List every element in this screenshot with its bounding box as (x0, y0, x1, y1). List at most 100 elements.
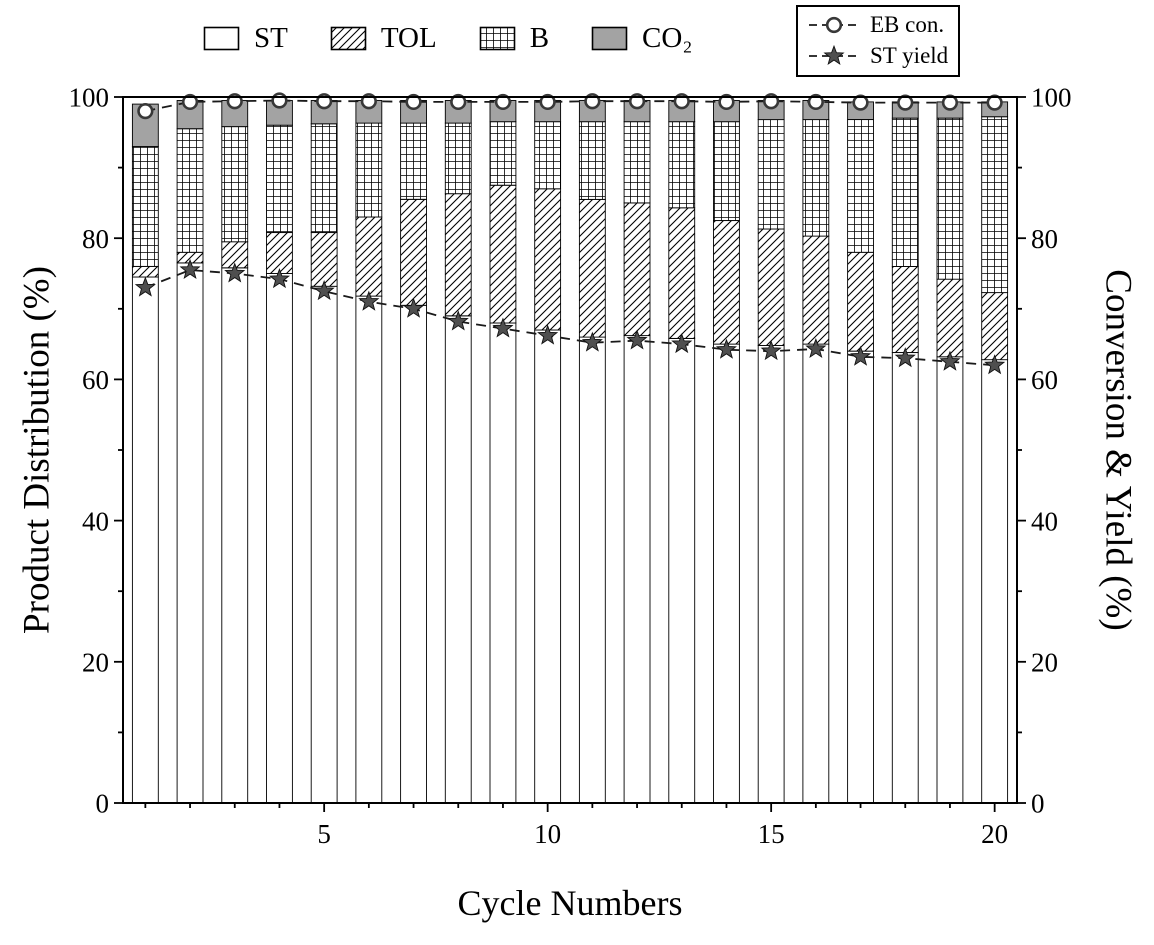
bars-group (131, 100, 1009, 804)
bar-segment (713, 220, 740, 345)
bar-segment (578, 198, 606, 338)
bar-cycle-2 (176, 100, 204, 804)
st-yield-marker (447, 310, 469, 331)
st-yield-marker (805, 337, 827, 359)
bar-cycle-10 (534, 100, 562, 804)
bar-segment (444, 122, 472, 195)
bar-cycle-12 (623, 100, 651, 804)
b-swatch-icon (479, 26, 516, 51)
bar-segment (891, 117, 919, 267)
bar-segment (757, 228, 785, 346)
bar-cycle-14 (713, 100, 740, 804)
bar-segment (400, 304, 427, 804)
bar-cycle-8 (444, 100, 472, 804)
bar-segment (802, 235, 830, 345)
y-left-tick-label: 40 (82, 506, 109, 536)
bar-segment (668, 121, 696, 209)
co2-swatch-icon (591, 26, 628, 51)
y-right-tick-label: 100 (1031, 83, 1072, 113)
x-axis-title: Cycle Numbers (457, 883, 683, 923)
x-tick-label: 15 (758, 819, 785, 849)
bar-segment (266, 273, 293, 804)
eb-con-marker (718, 93, 735, 111)
y-right-tick-label: 60 (1031, 365, 1058, 395)
bar-segment (310, 285, 338, 804)
bar-segment (578, 121, 606, 200)
bar-segment (936, 356, 964, 804)
bar-segment (310, 123, 338, 233)
legend-label-eb-con: EB con. (870, 12, 945, 37)
bar-segment (355, 295, 383, 804)
bar-segment (221, 126, 249, 243)
eb-con-marker (539, 93, 556, 111)
bar-segment (534, 121, 562, 190)
bar-cycle-20 (981, 101, 1009, 804)
lines-group (134, 92, 1006, 375)
bar-cycle-17 (847, 101, 874, 804)
y-left-tick-label: 80 (82, 224, 109, 254)
bar-segment (757, 119, 785, 230)
bar-segment (936, 278, 964, 358)
bar-segment (668, 338, 696, 804)
bar-segment (444, 193, 472, 317)
bar-segment (623, 202, 651, 337)
st-yield-marker (715, 338, 737, 359)
bar-segment (444, 315, 472, 804)
bar-cycle-19 (936, 101, 964, 804)
st-yield-marker (894, 347, 916, 368)
bar-segment (400, 122, 427, 200)
bar-segment (266, 232, 293, 274)
eb-con-marker (807, 93, 824, 111)
bar-segment (176, 262, 204, 804)
eb-con-marker (181, 93, 199, 111)
bar-segment (534, 329, 562, 804)
st-yield-marker (224, 262, 246, 283)
st-yield-marker (581, 331, 603, 352)
y-axis-title-right: Conversion & Yield (%) (1097, 269, 1139, 631)
x-tick-label: 20 (981, 819, 1008, 849)
st-yield-marker (492, 317, 514, 338)
legend-label-st-yield: ST yield (870, 43, 949, 68)
legend-label-co2: CO₂ (642, 22, 693, 54)
bar-segment (131, 265, 159, 278)
bar-segment (713, 121, 740, 221)
y-left-tick-label: 60 (82, 365, 109, 395)
bar-cycle-18 (891, 101, 919, 804)
bar-segment (668, 207, 696, 339)
x-tick-label: 10 (534, 819, 561, 849)
st-yield-marker (403, 297, 425, 318)
st-yield-marker (358, 290, 380, 311)
bar-segment (802, 343, 830, 804)
st-yield-marker (179, 258, 201, 279)
y-left-tick-label: 100 (69, 83, 110, 113)
st-yield-marker (268, 268, 290, 289)
bar-segment (221, 267, 249, 804)
y-left-tick-label: 20 (82, 648, 109, 678)
bar-segment (534, 188, 562, 331)
bar-cycle-16 (802, 100, 830, 804)
eb-con-marker (941, 94, 959, 111)
eb-con-marker (271, 92, 288, 109)
bar-segment (623, 335, 651, 804)
legend-item-tol: TOL (330, 24, 437, 53)
eb-con-marker (986, 94, 1003, 111)
bar-cycle-6 (355, 100, 383, 804)
eb-con-line-sample-icon (809, 16, 859, 33)
bar-cycle-13 (668, 100, 696, 804)
bar-segment (981, 116, 1009, 294)
st-swatch-icon (203, 26, 240, 51)
st-yield-marker (939, 350, 961, 371)
bar-segment (802, 119, 830, 237)
bar-segment (847, 119, 874, 253)
y-right-tick-label: 20 (1031, 648, 1058, 678)
bar-segment (176, 128, 204, 253)
bar-segment (355, 216, 383, 297)
legend-series-box: EB con. ST yield (796, 5, 961, 77)
bar-segment (891, 352, 919, 804)
bar-segment (713, 343, 740, 804)
st-yield-marker (313, 280, 335, 301)
legend-item-st: ST (203, 24, 288, 53)
bar-segment (310, 232, 338, 287)
axes-group: 0 0 20 20 40 40 60 60 80 80 100 100 5 10 15 20 (69, 83, 1072, 849)
legend-item-co2: CO₂ (591, 24, 692, 53)
